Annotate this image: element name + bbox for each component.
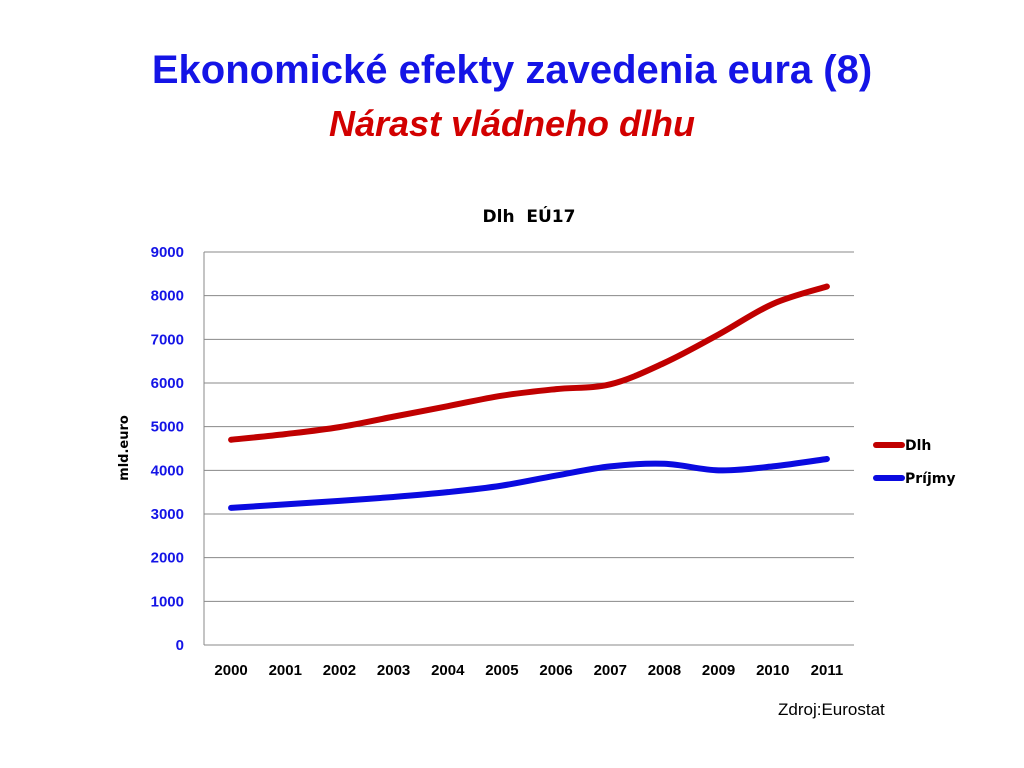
- x-tick-labels: 2000 2001 2002 2003 2004 2005 2006 2007 2008 2009…: [214, 662, 843, 679]
- y-tick-label: 1000: [151, 593, 184, 610]
- y-tick-label: 8000: [151, 288, 184, 305]
- y-tick-label: 9000: [151, 244, 184, 261]
- x-tick-label: 2009: [702, 662, 735, 679]
- x-tick-label: 2007: [594, 662, 627, 679]
- y-axis-label: mld.euro: [117, 415, 132, 481]
- y-tick-labels: 0 1000 2000 3000 4000 5000 6000 7000 8000 9000: [151, 244, 184, 654]
- chart-title: Dlh EÚ17: [483, 205, 576, 227]
- x-tick-label: 2011: [811, 662, 844, 679]
- x-tick-label: 2001: [269, 662, 302, 679]
- slide-title: Ekonomické efekty zavedenia eura (8): [151, 48, 873, 92]
- legend-label: Príjmy: [905, 471, 955, 487]
- x-tick-label: 2002: [323, 662, 356, 679]
- x-tick-label: 2008: [648, 662, 681, 679]
- y-tick-label: 5000: [151, 419, 184, 436]
- legend-label: Dlh: [905, 438, 931, 454]
- y-tick-label: 2000: [151, 550, 184, 567]
- x-tick-label: 2010: [756, 662, 789, 679]
- series-line-pr-jmy: [228, 455, 830, 511]
- x-tick-label: 2006: [539, 662, 572, 679]
- source-note: Zdroj:Eurostat: [778, 700, 885, 719]
- y-tick-label: 0: [176, 637, 184, 654]
- y-tick-label: 3000: [151, 506, 184, 523]
- x-tick-label: 2005: [485, 662, 518, 679]
- series-line-dlh: [228, 283, 830, 443]
- series-layer: [228, 283, 830, 511]
- y-tick-label: 7000: [151, 331, 184, 348]
- slide-subtitle: Nárast vládneho dlhu: [328, 103, 696, 144]
- x-tick-label: 2004: [431, 662, 465, 679]
- x-tick-label: 2000: [214, 662, 247, 679]
- x-tick-label: 2003: [377, 662, 410, 679]
- y-tick-label: 6000: [151, 375, 184, 392]
- legend: Dlh Príjmy: [873, 438, 955, 487]
- y-tick-label: 4000: [151, 462, 184, 479]
- grid-layer: [203, 251, 854, 646]
